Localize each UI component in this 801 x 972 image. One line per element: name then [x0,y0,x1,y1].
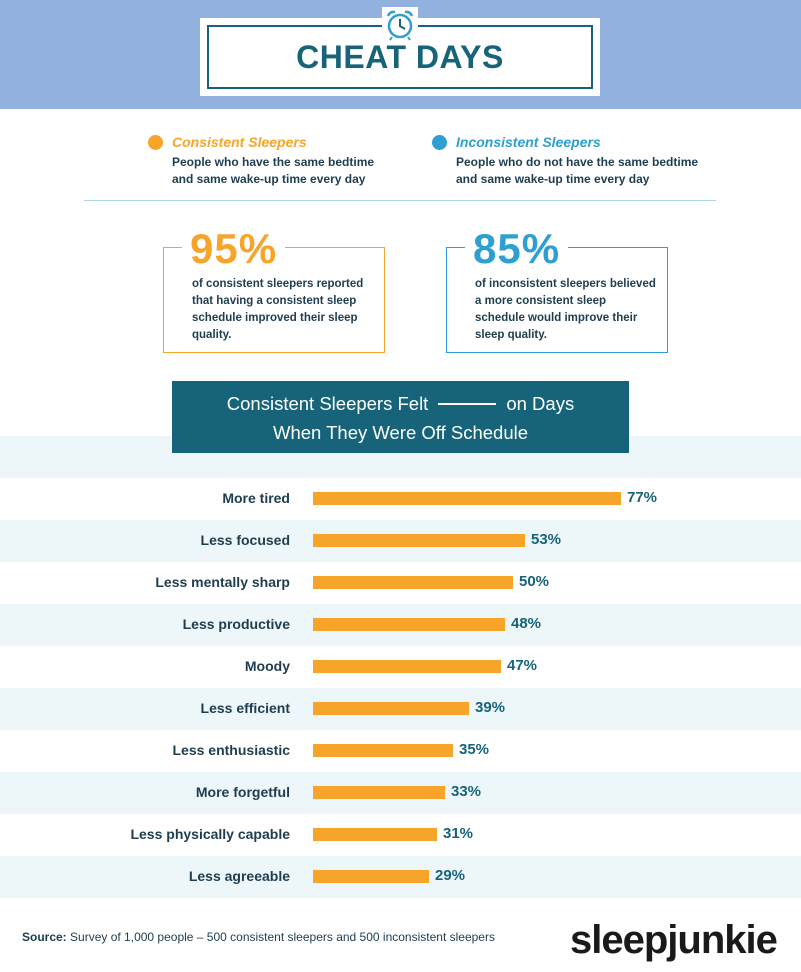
bar-row: Less enthusiastic 35% [0,730,801,772]
orange-dot-icon [148,135,163,150]
bar-row: Moody 47% [0,646,801,688]
value-label: 47% [507,657,538,674]
value-label: 31% [443,825,474,842]
bar-row: More tired 77% [0,478,801,520]
bar-row: Less efficient 39% [0,688,801,730]
bar-row: More forgetful 33% [0,772,801,814]
category-label: More tired [222,490,290,506]
value-label: 35% [459,741,490,758]
bar-row: Less mentally sharp 50% [0,562,801,604]
bar [313,828,437,841]
stat-percentage: 95% [182,226,286,272]
bar-row: Less physically capable 31% [0,814,801,856]
legend-description: People who do not have the same bedtime … [456,155,699,186]
alarm-clock-icon [382,7,418,41]
source-label: Source: [22,930,67,944]
category-label: Less focused [200,532,290,548]
bar [313,870,429,883]
category-label: Less physically capable [130,826,290,842]
category-label: More forgetful [195,784,290,800]
bar [313,744,453,757]
divider [84,200,716,201]
category-label: Less agreeable [188,868,290,884]
bar [313,786,445,799]
source-note: Source: Survey of 1,000 people – 500 con… [22,930,495,944]
category-label: Less efficient [200,700,290,716]
page-title: CHEAT DAYS [296,38,504,75]
stat-description: of inconsistent sleepers believed a more… [475,278,656,341]
source-text: Survey of 1,000 people – 500 consistent … [70,930,495,944]
bar [313,660,501,673]
value-label: 77% [627,489,658,506]
bar [313,492,621,505]
category-label: Less enthusiastic [172,742,291,758]
bar-row: Less focused 53% [0,520,801,562]
category-label: Less mentally sharp [155,574,290,590]
stat-box-inconsistent: 85% of inconsistent sleepers believed a … [446,226,668,353]
blue-dot-icon [432,135,447,150]
chart-title-line1-end: on Days [506,393,575,414]
value-label: 53% [531,531,562,548]
category-label: Moody [244,658,290,674]
legend-title: Inconsistent Sleepers [456,134,601,150]
legend-description: People who have the same bedtime and sam… [172,155,375,186]
bar [313,534,525,547]
value-label: 33% [451,783,482,800]
bar [313,576,513,589]
bar-row: Less agreeable 29% [0,856,801,898]
value-label: 48% [511,615,542,632]
chart-title-blank [438,403,497,405]
chart-title: Consistent Sleepers Felt on Days When The… [172,381,629,453]
value-label: 50% [519,573,550,590]
value-label: 29% [435,867,466,884]
category-label: Less productive [182,616,290,632]
chart-title-line2: When They Were Off Schedule [272,422,529,443]
stat-description: of consistent sleepers reported that hav… [192,278,364,341]
stat-percentage: 85% [465,226,569,272]
bar-row: Less productive 48% [0,604,801,646]
legend-title: Consistent Sleepers [172,134,307,150]
chart-title-line1-start: Consistent Sleepers Felt [226,393,429,414]
value-label: 39% [475,699,506,716]
stat-box-consistent: 95% of consistent sleepers reported that… [163,226,385,353]
bar [313,702,469,715]
brand-logo: sleepjunkie [570,918,778,962]
bar [313,618,505,631]
bar-chart: More tired 77% Less focused 53% Less mentall… [0,436,801,898]
